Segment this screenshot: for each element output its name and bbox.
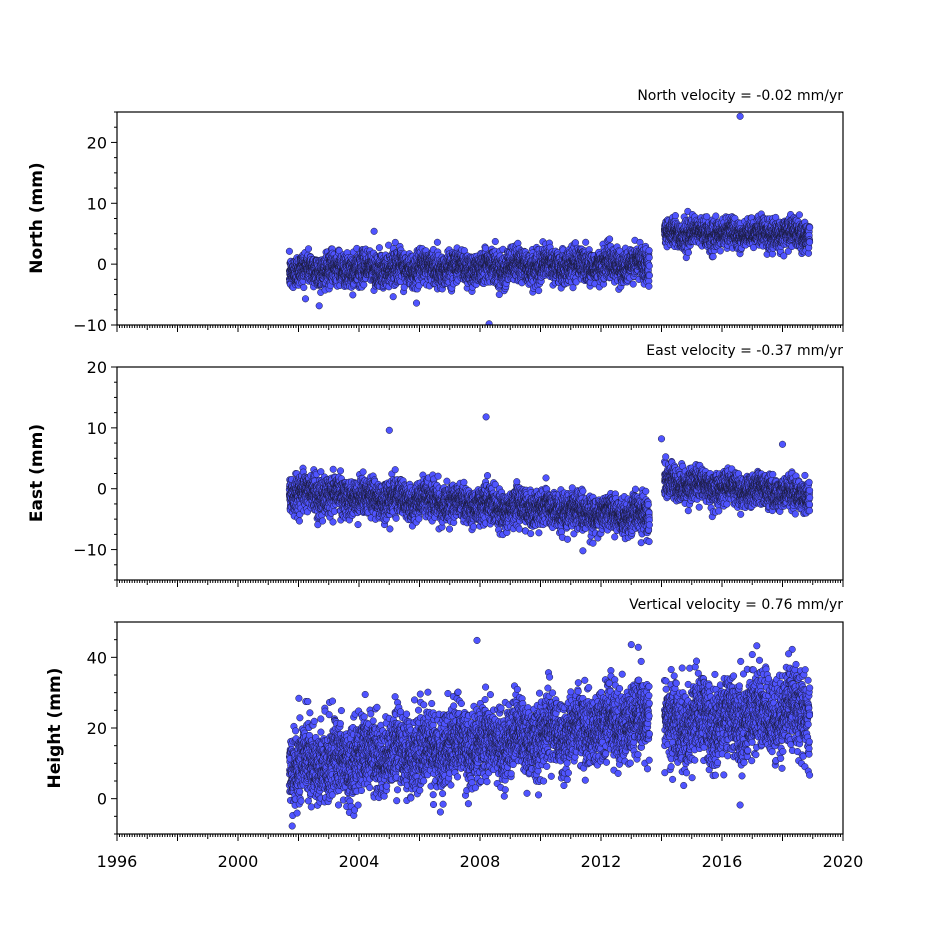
data-point	[684, 248, 692, 257]
data-point	[645, 262, 653, 270]
data-point	[606, 235, 614, 243]
data-point	[391, 238, 399, 246]
data-point	[582, 238, 590, 246]
data-point	[315, 302, 323, 310]
data-point	[482, 244, 490, 252]
north-series	[285, 112, 814, 325]
data-point	[491, 237, 499, 246]
data-point	[300, 283, 308, 292]
data-point	[535, 287, 543, 295]
data-point	[360, 281, 368, 289]
north-panel: North velocity = -0.02 mm/yr North (mm) …	[27, 88, 844, 335]
data-point	[433, 238, 441, 246]
data-point	[385, 241, 393, 249]
data-point	[349, 291, 357, 299]
data-point	[389, 293, 397, 301]
data-point	[375, 244, 383, 252]
data-point	[671, 212, 679, 220]
data-point	[645, 271, 653, 280]
data-point	[645, 246, 653, 255]
data-point	[645, 282, 653, 290]
data-point	[712, 212, 720, 220]
data-point	[645, 254, 653, 262]
data-point	[285, 247, 293, 255]
data-point	[304, 245, 313, 253]
north-axis-label: North (mm)	[27, 162, 47, 273]
data-point	[629, 280, 637, 288]
data-point	[301, 295, 310, 303]
north-velocity-title: North velocity = -0.02 mm/yr	[637, 88, 843, 104]
data-point	[709, 253, 717, 261]
